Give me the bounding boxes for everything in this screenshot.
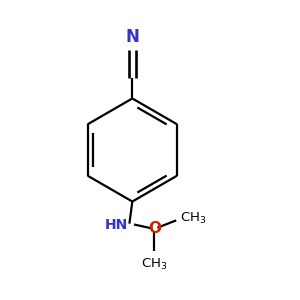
Text: O: O: [148, 221, 161, 236]
Text: HN: HN: [105, 218, 128, 232]
Text: CH$_3$: CH$_3$: [141, 257, 168, 272]
Text: N: N: [125, 28, 139, 46]
Text: CH$_3$: CH$_3$: [180, 211, 206, 226]
